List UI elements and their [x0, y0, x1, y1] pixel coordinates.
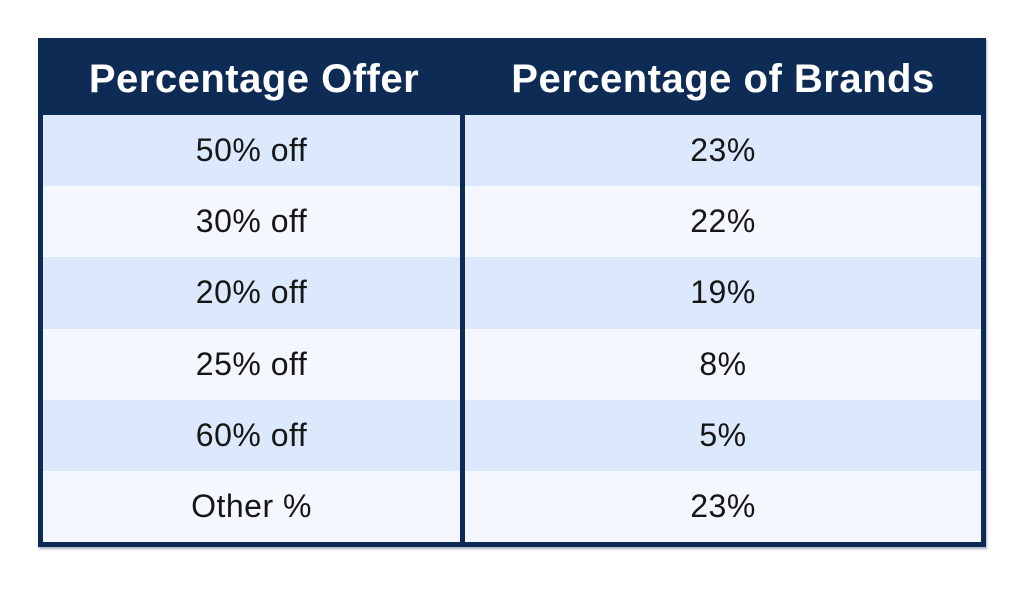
- brands-cell: 8%: [465, 328, 981, 400]
- table-row: 25% off 8%: [43, 328, 981, 400]
- header-cell-percentage-of-brands: Percentage of Brands: [511, 56, 935, 101]
- table-row: 20% off 19%: [43, 257, 981, 329]
- brands-cell: 22%: [465, 186, 981, 258]
- offer-cell: 60% off: [43, 399, 465, 471]
- offer-cell: 20% off: [43, 257, 465, 329]
- offer-cell: 30% off: [43, 186, 465, 258]
- header-cell-percentage-offer: Percentage Offer: [88, 56, 420, 101]
- brands-cell: 23%: [465, 115, 981, 187]
- table-body: 50% off 23% 30% off 22% 20% off 19% 25% …: [43, 115, 981, 543]
- brands-cell: 5%: [465, 399, 981, 471]
- offer-cell: 50% off: [43, 115, 465, 187]
- brands-cell: 19%: [465, 257, 981, 329]
- table-header-row: Percentage Offer Percentage of Brands: [43, 43, 981, 115]
- offer-cell: 25% off: [43, 328, 465, 400]
- table-row: 30% off 22%: [43, 186, 981, 258]
- offer-cell: Other %: [43, 470, 465, 543]
- table-row: 50% off 23%: [43, 115, 981, 187]
- table-row: Other % 23%: [43, 470, 981, 543]
- table-row: 60% off 5%: [43, 399, 981, 471]
- brands-cell: 23%: [465, 470, 981, 543]
- discount-offer-table: Percentage Offer Percentage of Brands 50…: [38, 38, 986, 547]
